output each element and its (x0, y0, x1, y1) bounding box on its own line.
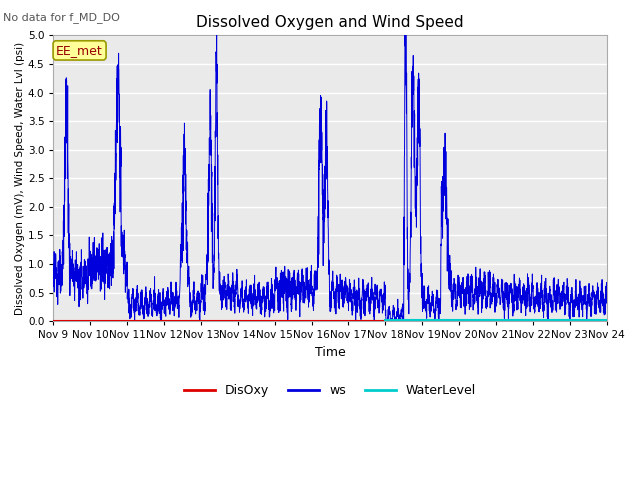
X-axis label: Time: Time (315, 346, 346, 359)
Title: Dissolved Oxygen and Wind Speed: Dissolved Oxygen and Wind Speed (196, 15, 464, 30)
Text: No data for f_MD_DO: No data for f_MD_DO (3, 12, 120, 23)
Legend: DisOxy, ws, WaterLevel: DisOxy, ws, WaterLevel (179, 379, 481, 402)
Text: EE_met: EE_met (56, 44, 103, 57)
Y-axis label: Dissolved Oxygen (mV), Wind Speed, Water Lvl (psi): Dissolved Oxygen (mV), Wind Speed, Water… (15, 42, 25, 315)
